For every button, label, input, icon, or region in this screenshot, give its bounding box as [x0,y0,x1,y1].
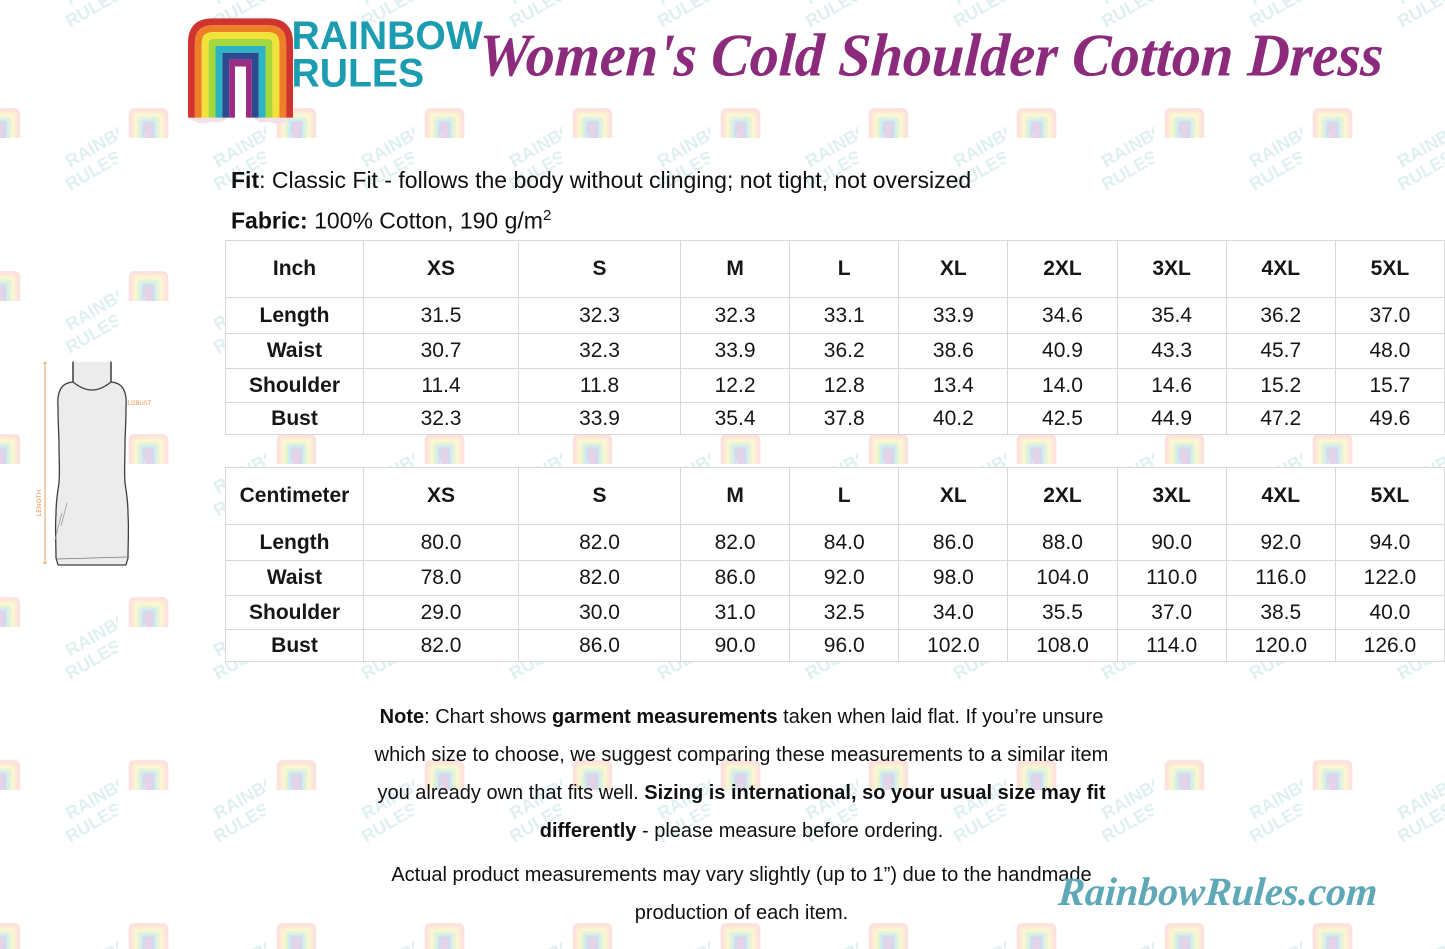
svg-text:LENGTH: LENGTH [36,490,43,517]
svg-text:1/2BUST: 1/2BUST [127,401,152,407]
